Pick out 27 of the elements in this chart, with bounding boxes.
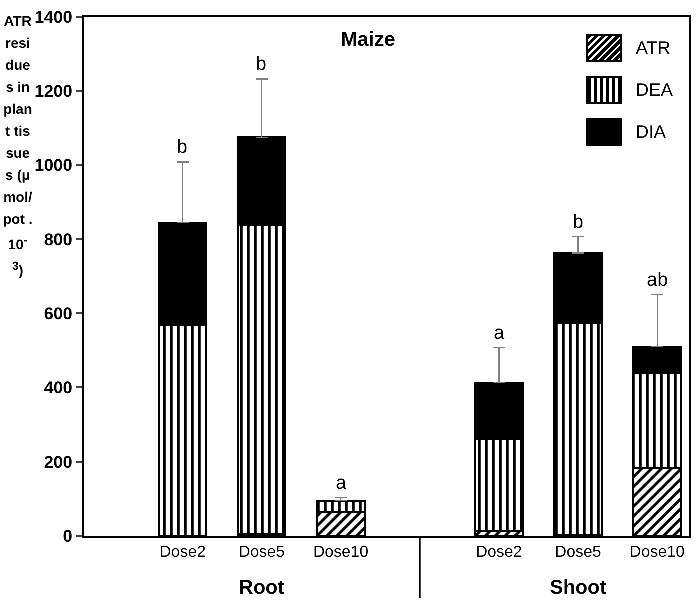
- annotation: a: [494, 323, 505, 344]
- y-tick-label: 600: [44, 304, 73, 324]
- y-tick-label: 200: [44, 452, 73, 472]
- text: Shoot: [550, 577, 607, 599]
- legend-label: DIA: [636, 122, 666, 142]
- x-tick-label: Dose5: [555, 544, 602, 562]
- y-tick-label: 1200: [34, 82, 73, 102]
- y-tick-label: 1400: [34, 8, 73, 27]
- y-tick-label: 1000: [34, 156, 73, 176]
- y-tick-label: 400: [44, 378, 73, 398]
- legend-label: DEA: [636, 80, 673, 100]
- annotation: a: [336, 473, 347, 494]
- y-tick-label: 800: [44, 230, 73, 250]
- text: Root: [239, 577, 285, 599]
- annotation: b: [256, 54, 267, 75]
- annotation: b: [573, 212, 584, 233]
- y-tick-label: 0: [63, 526, 73, 546]
- x-tick-label: Dose10: [313, 544, 369, 562]
- text: ATR residues in plant tissues (μmol/pot . 10$^{-}$$^{3}$): [3, 13, 33, 278]
- annotation: ab: [647, 270, 668, 291]
- x-tick-label: Dose2: [160, 544, 206, 562]
- legend-label: ATR: [636, 38, 671, 58]
- x-tick-label: Dose5: [238, 544, 286, 562]
- annotation: b: [177, 137, 188, 158]
- text: Maize: [341, 29, 396, 51]
- x-tick-label: Dose2: [476, 544, 522, 562]
- x-tick-label: Dose10: [630, 544, 686, 562]
